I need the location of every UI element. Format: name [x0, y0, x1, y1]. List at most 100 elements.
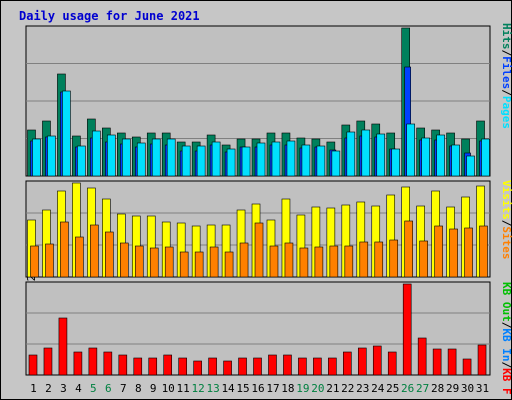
- sites-bar: [45, 243, 54, 278]
- pages-bar: [316, 145, 326, 177]
- x-tick-label: 8: [135, 382, 142, 395]
- kbf-bar: [402, 283, 412, 376]
- pages-bar: [32, 138, 41, 177]
- kbf-bar: [163, 354, 173, 376]
- sites-bar: [105, 231, 114, 278]
- pages-bar: [436, 134, 445, 177]
- pages-bar: [286, 140, 296, 177]
- pages-bar: [62, 90, 71, 177]
- kbf-bar: [283, 354, 292, 376]
- chart-title: Daily usage for June 2021: [19, 9, 200, 23]
- sites-bar: [254, 222, 264, 278]
- pages-bar: [211, 141, 221, 177]
- pages-bar: [226, 148, 236, 177]
- x-tick-label: 29: [446, 382, 459, 395]
- pages-bar: [466, 155, 475, 177]
- kbf-bar: [372, 345, 382, 376]
- kbf-bar: [268, 354, 277, 376]
- legend-sep: /: [500, 322, 512, 329]
- kbf-bar: [178, 357, 187, 376]
- sites-bar: [194, 251, 204, 278]
- legend-pages: Pages: [500, 96, 512, 129]
- pages-bar: [361, 129, 371, 177]
- sites-bar: [359, 241, 369, 278]
- x-tick-label: 23: [356, 382, 369, 395]
- sites-bar: [179, 251, 189, 278]
- sites-bar: [224, 251, 234, 278]
- legend-hits-files-pages: Hits/Files/Pages: [500, 23, 512, 129]
- pages-bar: [451, 144, 460, 177]
- sites-bar: [434, 225, 443, 278]
- x-tick-label: 21: [326, 382, 339, 395]
- kbf-bar: [238, 357, 247, 376]
- sites-bar: [329, 245, 339, 278]
- sites-bar: [299, 247, 309, 278]
- legend-sites: Sites: [500, 226, 512, 259]
- legend-kb: KB Out/KB In/KB F: [500, 282, 512, 395]
- legend-kbout: KB Out: [500, 282, 512, 322]
- x-tick-label: 5: [90, 382, 97, 395]
- pages-bar: [166, 138, 176, 177]
- sites-bar: [30, 245, 39, 278]
- sites-bar: [149, 247, 159, 278]
- x-tick-label: 25: [386, 382, 399, 395]
- legend-sep: /: [500, 89, 512, 96]
- legend-hits: Hits: [500, 23, 512, 50]
- pages-bar: [136, 142, 146, 177]
- legend-visits: Visits: [500, 180, 512, 220]
- x-tick-label: 11: [177, 382, 190, 395]
- x-tick-label: 26: [401, 382, 414, 395]
- kbf-bar: [43, 347, 53, 376]
- pages-bar: [391, 148, 401, 177]
- sites-bar: [269, 245, 279, 278]
- kbf-bar: [328, 357, 337, 376]
- kbf-bar: [208, 357, 217, 376]
- sites-bar: [284, 242, 294, 278]
- sites-bar: [134, 245, 144, 278]
- x-tick-label: 24: [371, 382, 385, 395]
- sites-bar: [60, 221, 69, 278]
- legend-sep: /: [500, 362, 512, 369]
- sites-bar: [164, 246, 174, 278]
- legend-visits-sites: Visits/Sites: [500, 180, 512, 260]
- kbf-bar: [298, 357, 307, 376]
- sites-bar: [419, 240, 428, 278]
- pages-bar: [331, 150, 341, 177]
- kbf-bar: [88, 347, 98, 376]
- sites-bar: [75, 236, 84, 278]
- pages-bar: [77, 145, 86, 177]
- pages-bar: [406, 123, 415, 177]
- legend-kbin: KB In: [500, 328, 512, 361]
- kbf-bar: [357, 347, 367, 376]
- x-tick-label: 2: [45, 382, 52, 395]
- x-tick-label: 20: [311, 382, 324, 395]
- legend-files: Files: [500, 56, 512, 89]
- x-tick-label: 10: [162, 382, 175, 395]
- kbf-bar: [313, 357, 322, 376]
- kbf-bar: [133, 357, 143, 376]
- kbf-bar: [253, 357, 262, 376]
- pages-bar: [271, 141, 281, 177]
- pages-bar: [47, 135, 56, 177]
- kbf-bar: [148, 357, 158, 376]
- kbf-bar: [118, 354, 128, 376]
- x-tick-label: 30: [461, 382, 474, 395]
- kbf-bar: [477, 344, 487, 376]
- pages-bar: [151, 138, 161, 177]
- legend-sep: /: [500, 220, 512, 227]
- kbf-bar: [73, 351, 83, 376]
- x-tick-label: 14: [221, 382, 235, 395]
- kbf-bar: [432, 348, 442, 376]
- chart-bars: [27, 27, 490, 376]
- sites-bar: [90, 224, 99, 278]
- pages-bar: [196, 145, 206, 177]
- x-tick-label: 27: [416, 382, 429, 395]
- sites-bar: [314, 246, 324, 278]
- sites-bar: [239, 242, 249, 278]
- pages-bar: [421, 137, 430, 177]
- legend-sep: /: [500, 50, 512, 57]
- kbf-bar: [193, 360, 202, 376]
- x-tick-label: 22: [341, 382, 354, 395]
